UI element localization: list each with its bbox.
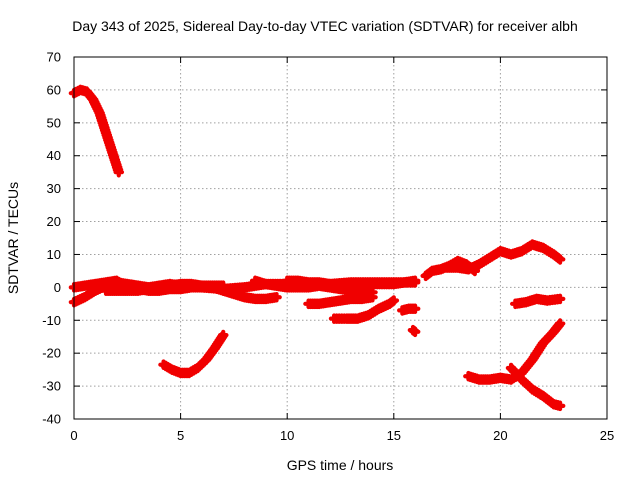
- gridlines: [74, 57, 607, 419]
- series-arc-1: [68, 84, 125, 178]
- series-arc-11: [397, 303, 421, 316]
- x-tick-label: 15: [387, 428, 401, 443]
- y-tick-label: -10: [42, 313, 61, 328]
- series-arc-16: [505, 362, 566, 412]
- data-points: [328, 295, 400, 324]
- series-arc-9: [303, 291, 378, 310]
- data-series: [68, 84, 566, 412]
- y-tick-label: -40: [42, 412, 61, 427]
- data-points: [397, 303, 421, 316]
- y-tick-label: 40: [47, 148, 61, 163]
- chart-title: Day 343 of 2025, Sidereal Day-to-day VTE…: [72, 18, 578, 34]
- data-points: [510, 293, 566, 310]
- series-arc-14: [441, 239, 566, 275]
- y-tick-label: 0: [54, 280, 61, 295]
- y-tick-label: 70: [47, 50, 61, 65]
- series-arc-8: [281, 275, 421, 292]
- x-tick-labels: 0 5 10 15 20 25: [70, 428, 614, 443]
- data-points: [303, 291, 378, 310]
- series-arc-5: [158, 329, 229, 379]
- x-tick-label: 20: [493, 428, 507, 443]
- data-points: [441, 239, 566, 275]
- series-arc-17: [510, 293, 566, 310]
- data-points: [505, 362, 566, 412]
- y-tick-label: 50: [47, 115, 61, 130]
- plot-frame: [73, 56, 608, 420]
- x-tick-label: 10: [280, 428, 294, 443]
- data-points: [68, 84, 125, 178]
- y-tick-labels: -40 -30 -20 -10 0 10 20 30 40 50 60 70: [42, 50, 61, 427]
- x-tick-label: 5: [177, 428, 184, 443]
- y-tick-label: 60: [47, 82, 61, 97]
- data-points: [158, 329, 229, 379]
- y-tick-label: 10: [47, 247, 61, 262]
- x-axis-label: GPS time / hours: [287, 457, 394, 473]
- y-tick-label: 20: [47, 214, 61, 229]
- x-tick-label: 25: [600, 428, 614, 443]
- series-arc-12: [407, 324, 421, 338]
- y-tick-label: 30: [47, 181, 61, 196]
- y-axis-label: SDTVAR / TECUs: [5, 182, 21, 294]
- data-points: [407, 324, 421, 338]
- data-points: [281, 275, 421, 292]
- x-tick-label: 0: [70, 428, 77, 443]
- y-tick-label: -30: [42, 379, 61, 394]
- series-arc-10: [328, 295, 400, 324]
- y-tick-label: -20: [42, 346, 61, 361]
